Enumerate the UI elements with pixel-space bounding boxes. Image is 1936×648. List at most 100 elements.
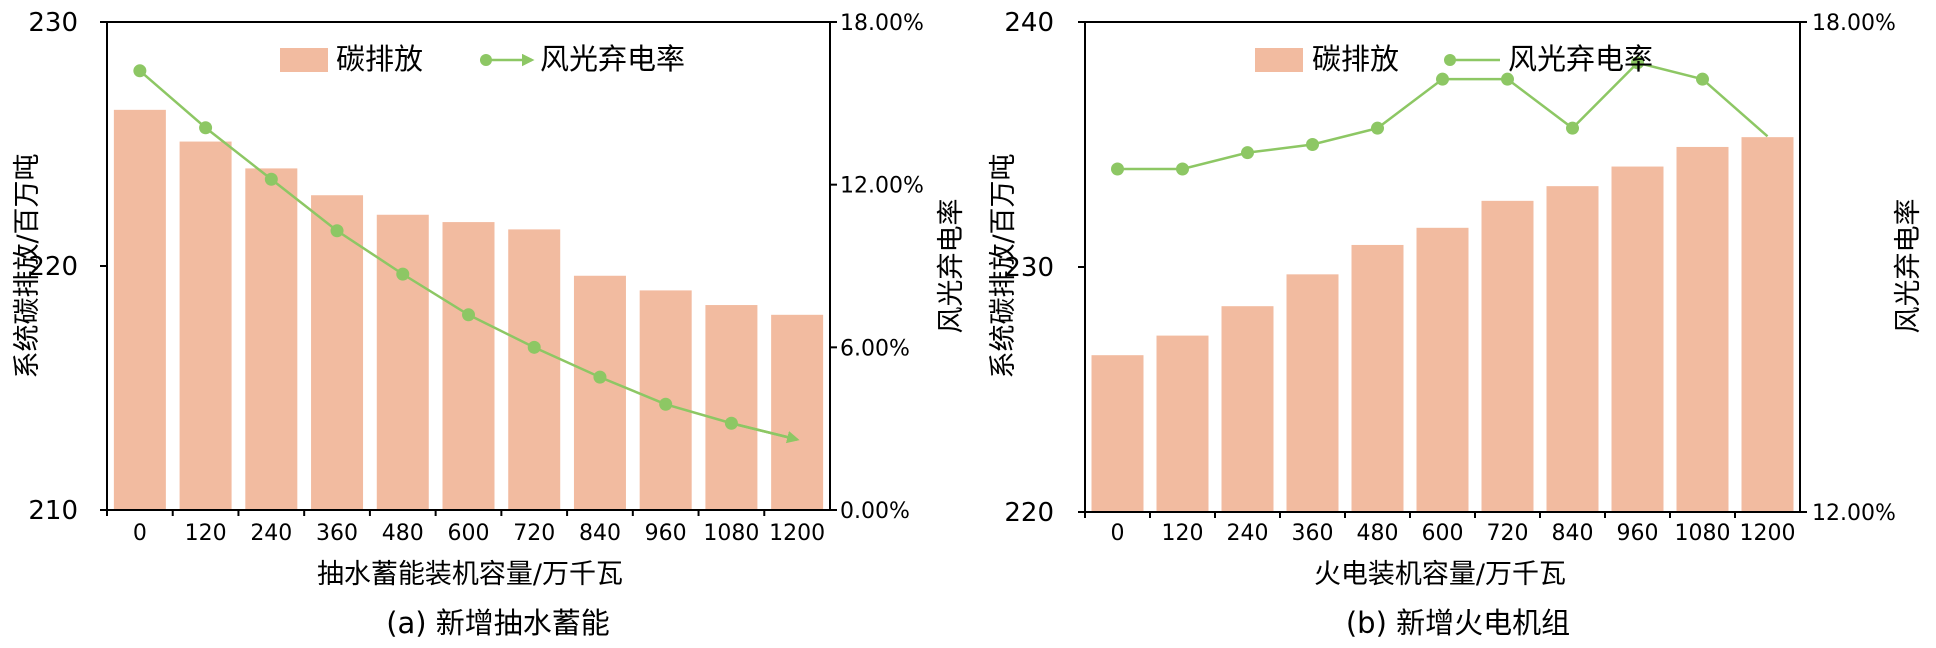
x-tick-label: 600	[448, 521, 490, 546]
y-tick-label: 230	[28, 8, 78, 38]
bar-1200	[1741, 137, 1794, 512]
legend-line-label: 风光弃电率	[1508, 42, 1653, 76]
left-axis-ticks: 210 220 230	[28, 8, 107, 526]
line-series-curtailment	[1111, 56, 1769, 176]
line-arrow-end	[731, 422, 800, 444]
bar-1080	[1676, 146, 1729, 512]
legend-bar-swatch	[280, 48, 328, 72]
line-point-120	[199, 121, 213, 135]
y2-tick-label: 6.00%	[840, 336, 910, 361]
bar-240	[245, 168, 298, 510]
bar-0	[1091, 355, 1144, 512]
x-axis-title: 火电装机容量/万千瓦	[1314, 559, 1566, 590]
line-point-360	[1306, 138, 1319, 151]
y2-axis-title: 风光弃电率	[1893, 199, 1924, 334]
y2-tick-label: 18.00%	[1812, 11, 1896, 36]
bar-series-carbon	[1091, 137, 1794, 513]
line-point-240	[1241, 146, 1254, 160]
line-point-600	[462, 308, 475, 322]
bar-600	[1416, 227, 1469, 513]
legend: 碳排放 风光弃电率	[280, 42, 685, 76]
bar-1200	[771, 314, 824, 510]
bar-480	[1351, 244, 1404, 512]
x-tick-label: 840	[1552, 521, 1594, 546]
y2-tick-label: 12.00%	[840, 174, 924, 199]
line-path	[1117, 61, 1703, 171]
bar-1080	[705, 305, 758, 510]
x-tick-label: 240	[1227, 521, 1269, 546]
line-point-0	[1111, 162, 1124, 176]
line-point-480	[1371, 121, 1384, 135]
x-tick-label: 360	[1292, 521, 1334, 546]
y2-axis-title: 风光弃电率	[936, 199, 967, 334]
chart-panel-a: 210 220 230 0.00% 6.00% 12.00% 18.00% 0 120 240…	[12, 8, 967, 640]
bar-600	[442, 222, 495, 510]
x-tick-label: 720	[513, 521, 555, 546]
line-point-360	[330, 224, 344, 238]
legend-bar-swatch	[1255, 48, 1303, 72]
x-tick-label: 600	[1422, 521, 1464, 546]
x-tick-label: 240	[250, 521, 292, 546]
legend-line-marker	[480, 54, 492, 66]
x-tick-label: 1080	[1675, 521, 1731, 546]
legend: 碳排放 风光弃电率	[1255, 42, 1653, 76]
line-point-0	[133, 64, 147, 78]
x-tick-label: 360	[316, 521, 358, 546]
right-axis-ticks: 0.00% 6.00% 12.00% 18.00%	[830, 11, 924, 524]
x-tick-label: 720	[1487, 521, 1529, 546]
bar-120	[179, 141, 232, 510]
x-tick-label: 960	[1617, 521, 1659, 546]
legend-line-marker	[1444, 54, 1456, 66]
bar-720	[1481, 200, 1534, 512]
y-tick-label: 220	[1004, 498, 1054, 528]
x-axis-ticks: 0 120 240 360 480 600 720 840 960 1080 1200	[106, 510, 825, 546]
line-point-720	[527, 340, 541, 354]
y-tick-label: 240	[1004, 8, 1054, 38]
x-axis-ticks: 0 120 240 360 480 600 720 840 960 1080 1200	[1084, 512, 1796, 546]
x-tick-label: 0	[133, 521, 147, 546]
line-point-960	[1631, 56, 1644, 70]
panel-caption: (b) 新增火电机组	[1346, 606, 1570, 640]
bar-840	[1546, 186, 1599, 512]
x-tick-label: 120	[185, 521, 227, 546]
bar-840	[573, 275, 626, 510]
left-axis-ticks: 220 230 240	[1004, 8, 1085, 528]
bar-240	[1221, 306, 1274, 512]
y-tick-label: 210	[28, 496, 78, 526]
right-axis-ticks: 12.00% 18.00%	[1800, 11, 1896, 526]
legend-bar-label: 碳排放	[1312, 42, 1399, 76]
x-axis-title: 抽水蓄能装机容量/万千瓦	[317, 559, 623, 590]
line-point-240	[264, 172, 278, 186]
x-tick-label: 1080	[703, 521, 759, 546]
bar-720	[508, 229, 561, 510]
bar-series-carbon	[113, 109, 824, 511]
line-point-720	[1501, 72, 1514, 86]
y2-tick-label: 18.00%	[840, 11, 924, 36]
chart-panel-b: 220 230 240 12.00% 18.00% 0 120 240 360 480 600 7…	[988, 8, 1924, 640]
y-tick-label: 230	[1004, 253, 1054, 283]
line-point-480	[396, 267, 410, 281]
bar-120	[1156, 335, 1209, 512]
line-segment-end	[1701, 78, 1769, 138]
bar-960	[1611, 166, 1664, 513]
x-tick-label: 960	[645, 521, 687, 546]
x-tick-label: 0	[1111, 521, 1125, 546]
x-tick-label: 840	[579, 521, 621, 546]
y-axis-title: 系统碳排放/百万吨	[12, 153, 43, 378]
legend-bar-label: 碳排放	[336, 42, 423, 76]
y-tick-label: 220	[28, 252, 78, 282]
line-point-1080	[724, 416, 738, 430]
x-tick-label: 480	[1357, 521, 1399, 546]
bar-360	[1286, 274, 1339, 512]
x-tick-label: 480	[382, 521, 424, 546]
x-tick-label: 120	[1162, 521, 1204, 546]
y2-tick-label: 12.00%	[1812, 501, 1896, 526]
y-axis-title: 系统碳排放/百万吨	[988, 153, 1019, 378]
line-point-1080	[1696, 72, 1709, 86]
line-point-840	[593, 370, 607, 384]
line-point-960	[659, 397, 673, 411]
bar-0	[113, 109, 166, 510]
line-point-840	[1566, 121, 1579, 135]
line-point-120	[1176, 162, 1189, 176]
